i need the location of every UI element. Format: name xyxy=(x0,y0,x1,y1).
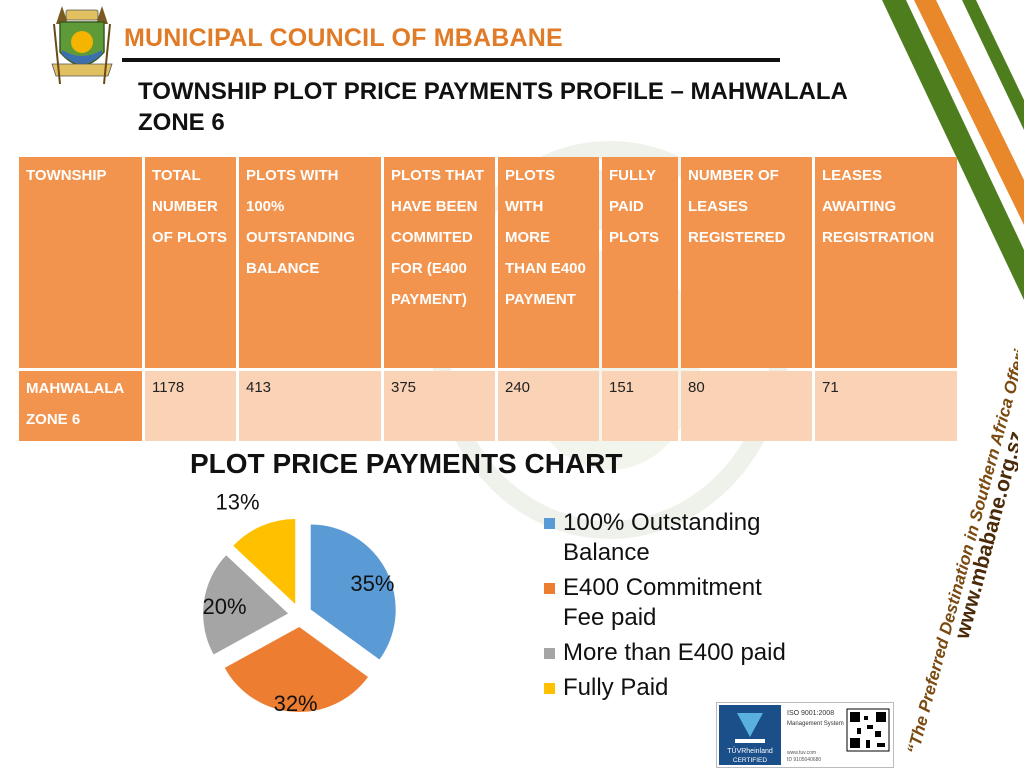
header-more-than-e400: PLOTS WITH MORE THAN E400 PAYMENT xyxy=(498,157,599,368)
council-crest-logo xyxy=(51,6,113,85)
page-title: TOWNSHIP PLOT PRICE PAYMENTS PROFILE – M… xyxy=(138,78,847,136)
legend-label-outstanding: 100% Outstanding Balance xyxy=(563,509,761,566)
decorative-stripes xyxy=(882,0,1024,300)
legend-item: More than E400 paid xyxy=(544,638,804,668)
chart-legend: 100% Outstanding Balance E400 Commitment… xyxy=(544,508,804,708)
plots-table: TOWNSHIP TOTAL NUMBER OF PLOTS PLOTS WIT… xyxy=(16,154,960,444)
iso-certification-badge: TÜVRheinland CERTIFIED ISO 9001:2008 Man… xyxy=(716,702,894,768)
svg-text:www.tuv.com: www.tuv.com xyxy=(787,750,816,756)
svg-text:ISO 9001:2008: ISO 9001:2008 xyxy=(787,710,834,717)
svg-text:CERTIFIED: CERTIFIED xyxy=(733,757,767,764)
cell-more-than-e400: 240 xyxy=(498,371,599,441)
chart-title: PLOT PRICE PAYMENTS CHART xyxy=(190,448,623,479)
header-divider xyxy=(122,58,780,62)
qr-code-icon xyxy=(846,708,890,752)
slice-outstanding xyxy=(310,524,396,660)
svg-text:TÜVRheinland: TÜVRheinland xyxy=(727,747,773,755)
cell-leases-registered: 80 xyxy=(681,371,812,441)
header-outstanding-balance: PLOTS WITH 100% OUTSTANDING BALANCE xyxy=(239,157,381,368)
pie-chart: 35% 32% 20% 13% xyxy=(203,490,396,716)
slice-fully-paid-label: 13% xyxy=(216,490,260,515)
cell-fully-paid: 151 xyxy=(602,371,678,441)
cell-outstanding-balance: 413 xyxy=(239,371,381,441)
legend-swatch-commitment xyxy=(544,583,555,594)
slice-more-than xyxy=(203,555,289,655)
slice-more-than-label: 20% xyxy=(203,594,247,619)
legend-item: E400 Commitment Fee paid xyxy=(544,573,804,633)
header-commited-e400: PLOTS THAT HAVE BEEN COMMITED FOR (E400 … xyxy=(384,157,495,368)
slogan-banner: “The Preferred Destination in Southern A… xyxy=(904,300,1018,756)
table-header-row: TOWNSHIP TOTAL NUMBER OF PLOTS PLOTS WIT… xyxy=(19,157,957,368)
legend-swatch-outstanding xyxy=(544,518,555,529)
legend-swatch-more-than xyxy=(544,648,555,659)
legend-item: Fully Paid xyxy=(544,673,804,703)
cell-township: MAHWALALA ZONE 6 xyxy=(19,371,142,441)
header-leases-awaiting: LEASES AWAITING REGISTRATION xyxy=(815,157,957,368)
header-fully-paid: FULLY PAID PLOTS xyxy=(602,157,678,368)
legend-swatch-fully-paid xyxy=(544,683,555,694)
cell-total-plots: 1178 xyxy=(145,371,236,441)
slice-fully-paid xyxy=(233,518,296,604)
header-leases-registered: NUMBER OF LEASES REGISTERED xyxy=(681,157,812,368)
table-row: MAHWALALA ZONE 6 1178 413 375 240 151 80… xyxy=(19,371,957,441)
svg-text:ID 9105040680: ID 9105040680 xyxy=(787,757,821,763)
cell-commited-e400: 375 xyxy=(384,371,495,441)
svg-text:Management System: Management System xyxy=(787,721,844,727)
header-total-plots: TOTAL NUMBER OF PLOTS xyxy=(145,157,236,368)
tuv-logo-icon: TÜVRheinland CERTIFIED ISO 9001:2008 Man… xyxy=(719,705,890,765)
legend-label-fully-paid: Fully Paid xyxy=(563,674,669,701)
legend-label-more-than: More than E400 paid xyxy=(563,639,786,666)
header-township: TOWNSHIP xyxy=(19,157,142,368)
slice-commitment xyxy=(224,626,369,712)
cell-leases-awaiting: 71 xyxy=(815,371,957,441)
slice-outstanding-label: 35% xyxy=(350,571,394,596)
slice-commitment-label: 32% xyxy=(274,691,318,716)
legend-label-commitment: E400 Commitment Fee paid xyxy=(563,574,762,631)
council-name: MUNICIPAL COUNCIL OF MBABANE xyxy=(124,24,563,52)
legend-item: 100% Outstanding Balance xyxy=(544,508,804,568)
